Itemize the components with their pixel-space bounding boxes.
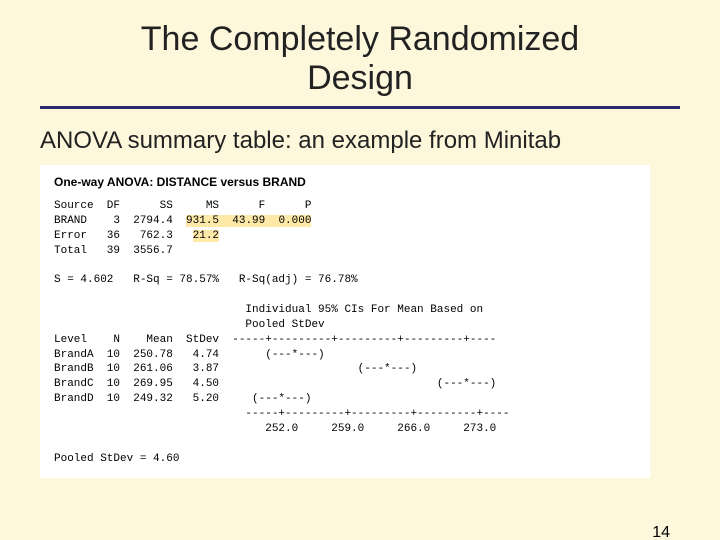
minitab-heading: One-way ANOVA: DISTANCE versus BRAND: [54, 175, 636, 189]
anova-total-row: Total 39 3556.7: [54, 244, 636, 259]
stats-row: S = 4.602 R-Sq = 78.57% R-Sq(adj) = 76.7…: [54, 273, 636, 288]
level-row-b: BrandB 10 261.06 3.87 (---*---): [54, 362, 636, 377]
title-underline: [40, 106, 680, 109]
title-line-2: Design: [307, 59, 413, 97]
level-row-c: BrandC 10 269.95 4.50 (---*---): [54, 377, 636, 392]
pooled-stdev: Pooled StDev = 4.60: [54, 452, 636, 467]
blank-row-2: [54, 288, 636, 303]
axis-values: 252.0 259.0 266.0 273.0: [54, 422, 636, 437]
minitab-output-box: One-way ANOVA: DISTANCE versus BRAND Sou…: [40, 165, 650, 478]
blank-row-3: [54, 437, 636, 452]
anova-brand-left: BRAND 3 2794.4: [54, 215, 186, 227]
ci-caption-1: Individual 95% CIs For Mean Based on: [54, 303, 636, 318]
anova-error-left: Error 36 762.3: [54, 230, 193, 242]
subtitle: ANOVA summary table: an example from Min…: [40, 127, 680, 155]
level-row-d: BrandD 10 249.32 5.20 (---*---): [54, 392, 636, 407]
title-line-1: The Completely Randomized: [141, 20, 579, 58]
anova-error-highlight: 21.2: [193, 230, 219, 242]
level-row-a: BrandA 10 250.78 4.74 (---*---): [54, 348, 636, 363]
anova-brand-row: BRAND 3 2794.4 931.5 43.99 0.000: [54, 214, 636, 229]
anova-error-row: Error 36 762.3 21.2: [54, 229, 636, 244]
level-header-row: Level N Mean StDev -----+---------+-----…: [54, 333, 636, 348]
blank-row-1: [54, 259, 636, 274]
page-number: 14: [652, 524, 670, 540]
ci-caption-2: Pooled StDev: [54, 318, 636, 333]
slide-title: The Completely Randomized Design: [0, 20, 720, 98]
anova-header-row: Source DF SS MS F P: [54, 199, 636, 214]
axis-rule: -----+---------+---------+---------+----: [54, 407, 636, 422]
anova-brand-highlight: 931.5 43.99 0.000: [186, 215, 311, 227]
